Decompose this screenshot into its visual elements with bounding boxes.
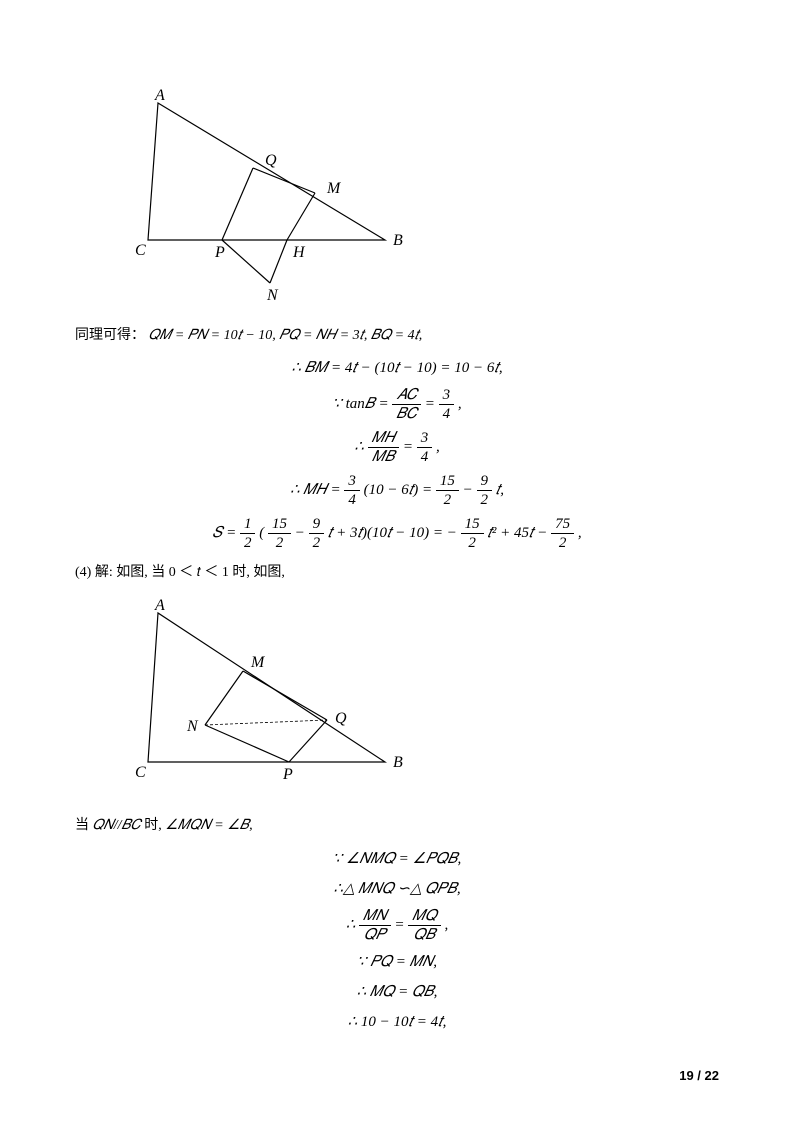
frac-den: 4 — [344, 491, 360, 509]
equation-9: ∵ 𝑃𝑄 = 𝑀𝑁, — [75, 950, 719, 974]
equation-bm: ∴ 𝐵𝑀 = 4𝑡 − (10𝑡 − 10) = 10 − 6𝑡, — [75, 356, 719, 380]
eq-suffix: 𝑡, — [496, 482, 504, 498]
frac-den: 2 — [551, 534, 574, 552]
eq-prefix: ∴ 𝑀𝐻 = — [290, 482, 341, 498]
eq-suffix: , — [458, 396, 462, 412]
eq-mid: 𝑡² + 45𝑡 − — [487, 525, 547, 541]
frac-num: 15 — [436, 472, 459, 491]
label-C: C — [135, 764, 146, 781]
label-Q: Q — [335, 710, 347, 727]
label-M: M — [250, 654, 266, 671]
equation-10: ∴ 𝑀𝑄 = 𝑄𝐵, — [75, 980, 719, 1004]
frac-den: 4 — [417, 448, 433, 466]
label-A: A — [154, 597, 165, 614]
eq-mid: = — [403, 439, 413, 455]
frac-num: 15 — [461, 515, 484, 534]
frac-den: 2 — [268, 534, 291, 552]
equation-tanb: ∵ tan𝐵 = 𝐴𝐶𝐵𝐶 = 34 , — [75, 386, 719, 423]
frac-num: 1 — [240, 515, 256, 534]
eq-mid: − — [295, 525, 305, 541]
eq-prefix: ∵ tan𝐵 = — [332, 396, 388, 412]
eq-mid: = — [425, 396, 435, 412]
eq-mid: = — [394, 917, 404, 933]
label-C: C — [135, 242, 146, 259]
eq-suffix: , — [436, 439, 440, 455]
page-total: 22 — [705, 1068, 719, 1083]
equation-7: ∴△ 𝑀𝑁𝑄 ∽△ 𝑄𝑃𝐵, — [75, 877, 719, 901]
frac-num: 3 — [344, 472, 360, 491]
frac-den: 2 — [436, 491, 459, 509]
eq-prefix: ∴ — [346, 917, 356, 933]
label-Q: Q — [265, 152, 277, 169]
text-line-2: (4) 解: 如图, 当 0 ＜ 𝑡 ＜ 1 时, 如图, — [75, 560, 719, 585]
eq-suffix: , — [445, 917, 449, 933]
text-line-1: 同理可得： 𝑄𝑀 = 𝑃𝑁 = 10𝑡 − 10, 𝑃𝑄 = 𝑁𝐻 = 3𝑡, … — [75, 323, 719, 348]
label-H: H — [292, 244, 306, 261]
frac-den: 𝑄𝑃 — [359, 926, 391, 944]
frac-num: 𝑀𝑁 — [359, 907, 391, 926]
label-N: N — [266, 287, 279, 303]
frac-num: 3 — [439, 386, 455, 405]
frac-den: 𝑀𝐵 — [368, 448, 400, 466]
label-A: A — [154, 87, 165, 104]
label-N: N — [186, 718, 199, 735]
label-M: M — [326, 180, 342, 197]
label-text: 当 — [75, 818, 93, 833]
frac-num: 9 — [477, 472, 493, 491]
eq-mid: − — [463, 482, 473, 498]
label-P: P — [214, 244, 225, 261]
eq-prefix: 𝑆 = — [212, 525, 236, 541]
equation-mhmb: ∴ 𝑀𝐻𝑀𝐵 = 34 , — [75, 429, 719, 466]
equation-11: ∴ 10 − 10𝑡 = 4𝑡, — [75, 1010, 719, 1034]
frac-den: 𝐵𝐶 — [392, 405, 421, 423]
equation-mh: ∴ 𝑀𝐻 = 34 (10 − 6𝑡) = 152 − 92 𝑡, — [75, 472, 719, 509]
frac-num: 𝐴𝐶 — [392, 386, 421, 405]
equation-8: ∴ 𝑀𝑁𝑄𝑃 = 𝑀𝑄𝑄𝐵 , — [75, 907, 719, 944]
math-inline: 𝑄𝑁//𝐵𝐶 — [93, 818, 141, 833]
diagram-2: A M Q N B C P — [75, 595, 719, 795]
label-P: P — [282, 766, 293, 783]
frac-num: 3 — [417, 429, 433, 448]
frac-num: 15 — [268, 515, 291, 534]
label-text: 同理可得： — [75, 328, 145, 343]
frac-num: 9 — [309, 515, 325, 534]
frac-den: 2 — [477, 491, 493, 509]
frac-den: 𝑄𝐵 — [408, 926, 440, 944]
frac-den: 2 — [461, 534, 484, 552]
eq-suffix: , — [578, 525, 582, 541]
math-inline: 𝑄𝑀 = 𝑃𝑁 = 10𝑡 − 10, 𝑃𝑄 = 𝑁𝐻 = 3𝑡, 𝐵𝑄 = 4… — [149, 328, 423, 343]
eq-mid: 𝑡 + 3𝑡)(10𝑡 − 10) = − — [328, 525, 457, 541]
eq-mid: ( — [259, 525, 264, 541]
eq-prefix: ∴ — [354, 439, 364, 455]
math-inline: ∠𝑀𝑄𝑁 = ∠𝐵, — [165, 818, 252, 833]
frac-den: 2 — [309, 534, 325, 552]
frac-num: 𝑀𝐻 — [368, 429, 400, 448]
frac-den: 2 — [240, 534, 256, 552]
frac-den: 4 — [439, 405, 455, 423]
page-number: 19 / 22 — [679, 1068, 719, 1083]
equation-s: 𝑆 = 12 ( 152 − 92 𝑡 + 3𝑡)(10𝑡 − 10) = − … — [75, 515, 719, 552]
frac-num: 𝑀𝑄 — [408, 907, 440, 926]
page-current: 19 — [679, 1068, 693, 1083]
label-B: B — [393, 754, 403, 771]
text-line-3: 当 𝑄𝑁//𝐵𝐶 时, ∠𝑀𝑄𝑁 = ∠𝐵, — [75, 813, 719, 838]
diagram-1: A Q M B C P H N — [75, 85, 719, 308]
equation-6: ∵ ∠𝑁𝑀𝑄 = ∠𝑃𝑄𝐵, — [75, 847, 719, 871]
label-B: B — [393, 232, 403, 249]
label-text: 时, — [144, 818, 165, 833]
frac-num: 75 — [551, 515, 574, 534]
eq-mid: (10 − 6𝑡) = — [364, 482, 433, 498]
